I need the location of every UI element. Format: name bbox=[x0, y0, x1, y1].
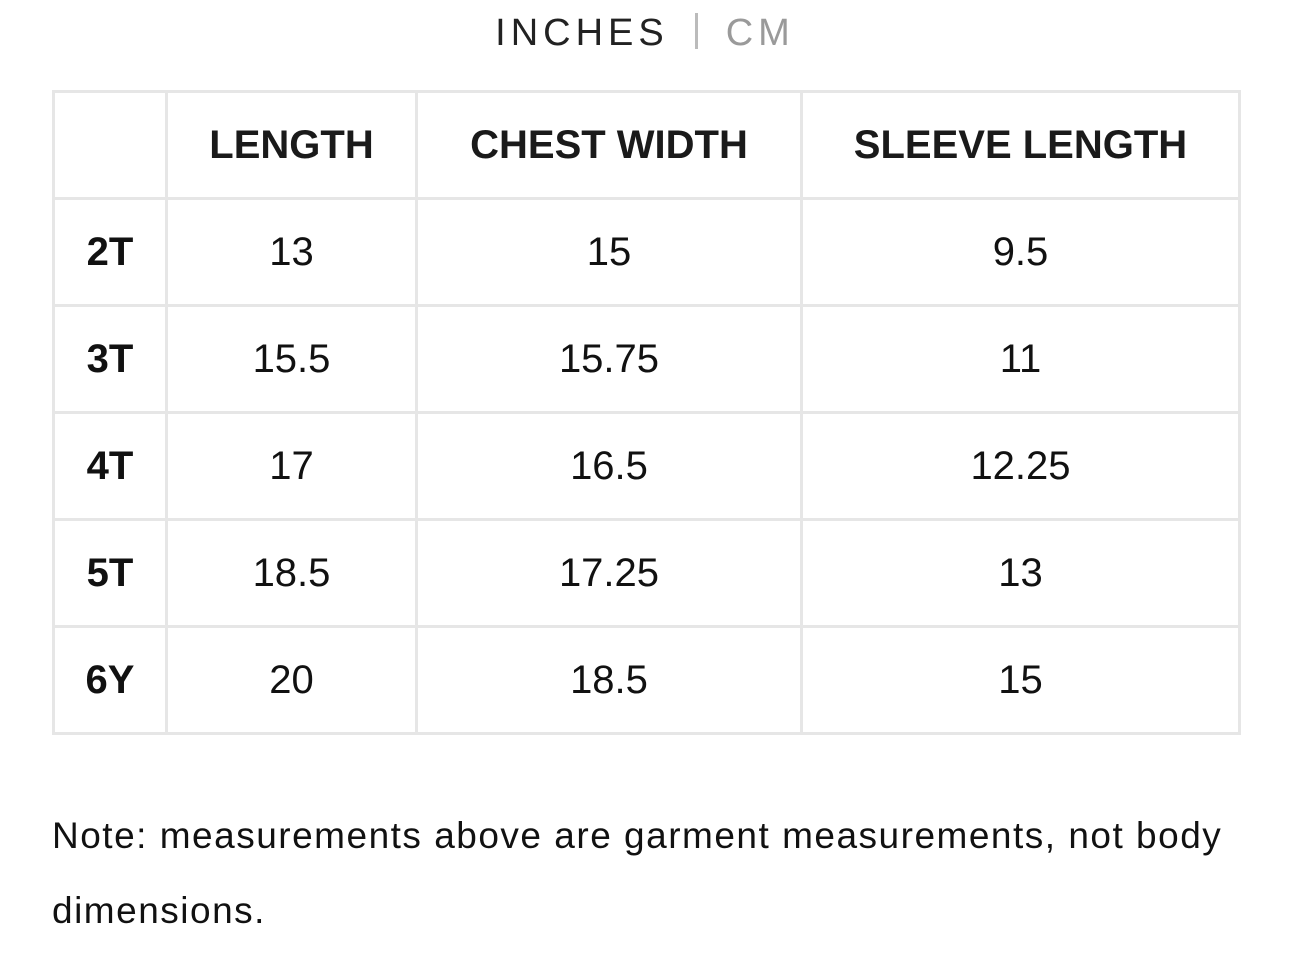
measurement: 15 bbox=[415, 197, 803, 307]
table-row: 5T 18.5 17.25 13 bbox=[52, 518, 1241, 628]
table-row: 3T 15.5 15.75 11 bbox=[52, 304, 1241, 414]
table-row: 6Y 20 18.5 15 bbox=[52, 625, 1241, 735]
measurement: 15.75 bbox=[415, 304, 803, 414]
tab-separator bbox=[694, 13, 698, 49]
measurement: 17 bbox=[165, 411, 418, 521]
measurement: 13 bbox=[800, 518, 1241, 628]
size-label: 2T bbox=[52, 197, 168, 307]
header-row: LENGTH CHEST WIDTH SLEEVE LENGTH bbox=[52, 90, 1241, 200]
measurement: 15 bbox=[800, 625, 1241, 735]
size-label: 3T bbox=[52, 304, 168, 414]
size-label: 5T bbox=[52, 518, 168, 628]
measurement: 20 bbox=[165, 625, 418, 735]
column-header: SLEEVE LENGTH bbox=[800, 90, 1241, 200]
size-label: 6Y bbox=[52, 625, 168, 735]
measurement: 18.5 bbox=[165, 518, 418, 628]
column-header: LENGTH bbox=[165, 90, 418, 200]
table-body: 2T 13 15 9.5 3T 15.5 15.75 11 4T 17 16.5 12.25 5T 18.… bbox=[52, 197, 1241, 735]
column-header: CHEST WIDTH bbox=[415, 90, 803, 200]
measurement: 9.5 bbox=[800, 197, 1241, 307]
tab-cm[interactable]: CM bbox=[725, 12, 795, 54]
size-label: 4T bbox=[52, 411, 168, 521]
measurement: 18.5 bbox=[415, 625, 803, 735]
measurement: 13 bbox=[165, 197, 418, 307]
tab-inches[interactable]: INCHES bbox=[495, 12, 669, 54]
measurement: 16.5 bbox=[415, 411, 803, 521]
unit-tabs: INCHES CM bbox=[0, 12, 1290, 55]
measurement: 11 bbox=[800, 304, 1241, 414]
size-table: LENGTH CHEST WIDTH SLEEVE LENGTH 2T 13 15 9.5… bbox=[52, 90, 1241, 735]
measurement: 15.5 bbox=[165, 304, 418, 414]
measurement: 12.25 bbox=[800, 411, 1241, 521]
measurement: 17.25 bbox=[415, 518, 803, 628]
note: Note: measurements above are garment mea… bbox=[52, 815, 1223, 931]
table-row: 2T 13 15 9.5 bbox=[52, 197, 1241, 307]
header-cell bbox=[52, 90, 168, 200]
table-row: 4T 17 16.5 12.25 bbox=[52, 411, 1241, 521]
